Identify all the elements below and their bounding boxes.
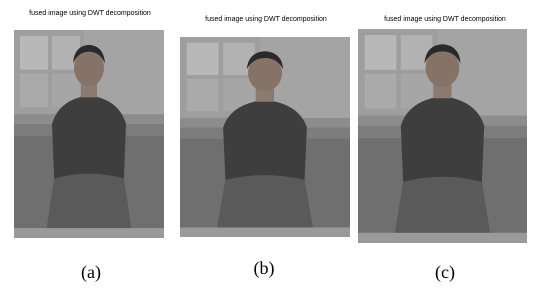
- caption: (a): [81, 262, 101, 283]
- photo: [358, 29, 527, 243]
- image-title: fused image using DWT decomposition: [29, 10, 151, 17]
- panel-b: fused image using DWT decomposition (b): [180, 16, 350, 279]
- image-title: fused image using DWT decomposition: [384, 16, 506, 23]
- figure: fused image using DWT decomposition (a) …: [0, 0, 539, 289]
- panel-c: fused image using DWT decomposition (c): [358, 16, 527, 283]
- panel-a: fused image using DWT decomposition (a): [14, 10, 164, 283]
- caption: (b): [254, 258, 275, 279]
- page: fused image using DWT decomposition (a) …: [0, 0, 539, 289]
- caption: (c): [435, 262, 455, 283]
- image-title: fused image using DWT decomposition: [205, 16, 327, 23]
- photo: [14, 30, 164, 238]
- photo: [180, 37, 350, 237]
